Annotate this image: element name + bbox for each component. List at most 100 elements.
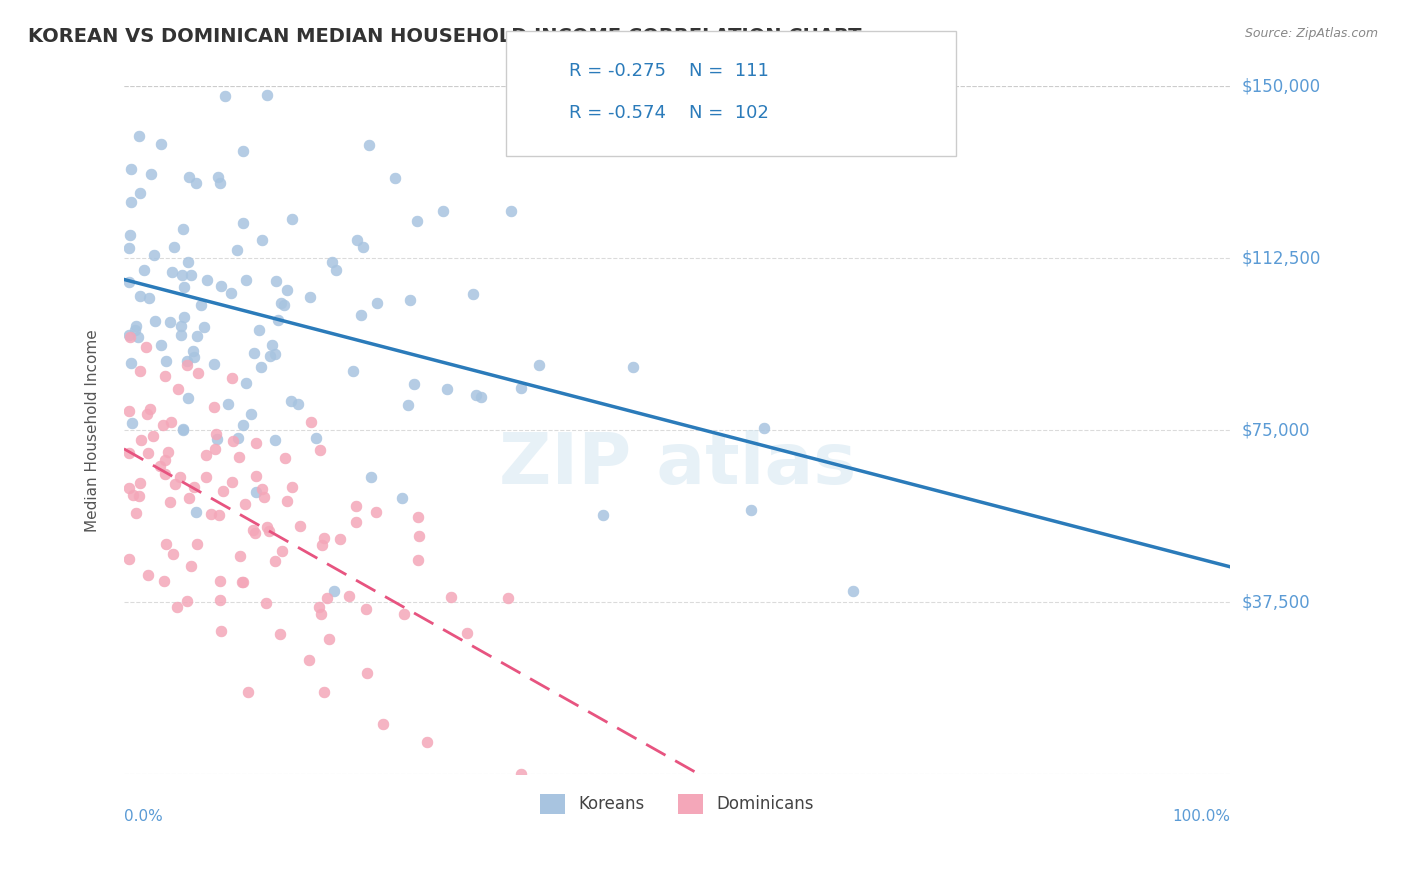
Point	[208, 508, 231, 522]
Point	[352, 240, 374, 254]
Point	[415, 735, 437, 749]
Point	[157, 445, 180, 459]
Point	[752, 421, 775, 435]
Text: $150,000: $150,000	[1241, 78, 1320, 95]
Point	[176, 254, 198, 268]
Point	[233, 497, 256, 511]
Point	[208, 593, 231, 607]
Point	[510, 380, 533, 394]
Point	[217, 397, 239, 411]
Point	[163, 240, 186, 254]
Point	[194, 470, 217, 484]
Point	[120, 194, 142, 209]
Point	[120, 161, 142, 176]
Point	[329, 532, 352, 546]
Point	[226, 244, 249, 258]
Point	[321, 255, 343, 269]
Point	[527, 359, 550, 373]
Point	[129, 433, 152, 447]
Point	[152, 574, 174, 589]
Point	[212, 484, 235, 499]
Point	[155, 537, 177, 551]
Point	[256, 520, 278, 534]
Point	[139, 167, 162, 181]
Point	[186, 537, 208, 551]
Point	[128, 489, 150, 503]
Point	[219, 285, 242, 300]
Point	[318, 632, 340, 646]
Point	[356, 602, 378, 616]
Point	[176, 358, 198, 372]
Point	[281, 480, 304, 494]
Point	[160, 415, 183, 429]
Point	[202, 358, 225, 372]
Point	[124, 506, 146, 520]
Point	[243, 525, 266, 540]
Point	[129, 186, 152, 201]
Point	[235, 273, 257, 287]
Text: ZIP atlas: ZIP atlas	[499, 430, 856, 500]
Point	[129, 475, 152, 490]
Point	[159, 495, 181, 509]
Point	[360, 470, 382, 484]
Point	[252, 490, 274, 504]
Point	[247, 323, 270, 337]
Point	[180, 559, 202, 574]
Point	[209, 624, 232, 638]
Point	[205, 427, 228, 442]
Point	[264, 434, 287, 448]
Point	[250, 482, 273, 496]
Point	[136, 446, 159, 460]
Point	[118, 552, 141, 566]
Point	[252, 233, 274, 247]
Point	[270, 544, 292, 558]
Point	[298, 653, 321, 667]
Point	[118, 241, 141, 255]
Point	[173, 280, 195, 294]
Point	[257, 524, 280, 539]
Point	[276, 283, 298, 297]
Point	[132, 263, 155, 277]
Point	[183, 480, 205, 494]
Point	[202, 401, 225, 415]
Point	[235, 376, 257, 390]
Point	[232, 216, 254, 230]
Point	[463, 287, 485, 301]
Point	[181, 344, 204, 359]
Point	[464, 388, 486, 402]
Point	[228, 431, 250, 445]
Point	[232, 417, 254, 432]
Text: KOREAN VS DOMINICAN MEDIAN HOUSEHOLD INCOME CORRELATION CHART: KOREAN VS DOMINICAN MEDIAN HOUSEHOLD INC…	[28, 27, 862, 45]
Point	[205, 433, 228, 447]
Point	[239, 407, 262, 421]
Point	[166, 599, 188, 614]
Point	[155, 467, 177, 481]
Point	[288, 519, 311, 533]
Point	[229, 549, 252, 563]
Point	[179, 170, 201, 185]
Point	[242, 523, 264, 537]
Point	[118, 481, 141, 495]
Text: R = -0.275    N =  111: R = -0.275 N = 111	[569, 62, 769, 80]
Point	[269, 627, 291, 641]
Point	[172, 423, 194, 437]
Point	[357, 137, 380, 152]
Text: R = -0.574    N =  102: R = -0.574 N = 102	[569, 104, 769, 122]
Point	[172, 422, 194, 436]
Point	[274, 451, 297, 466]
Point	[200, 507, 222, 521]
Point	[456, 626, 478, 640]
Point	[141, 429, 163, 443]
Point	[143, 314, 166, 328]
Point	[166, 382, 188, 396]
Point	[136, 568, 159, 582]
Point	[149, 338, 172, 352]
Point	[195, 273, 218, 287]
Point	[238, 685, 260, 699]
Point	[149, 458, 172, 473]
Point	[342, 363, 364, 377]
Point	[207, 170, 229, 185]
Point	[404, 376, 426, 391]
Point	[308, 599, 330, 614]
Point	[242, 346, 264, 360]
